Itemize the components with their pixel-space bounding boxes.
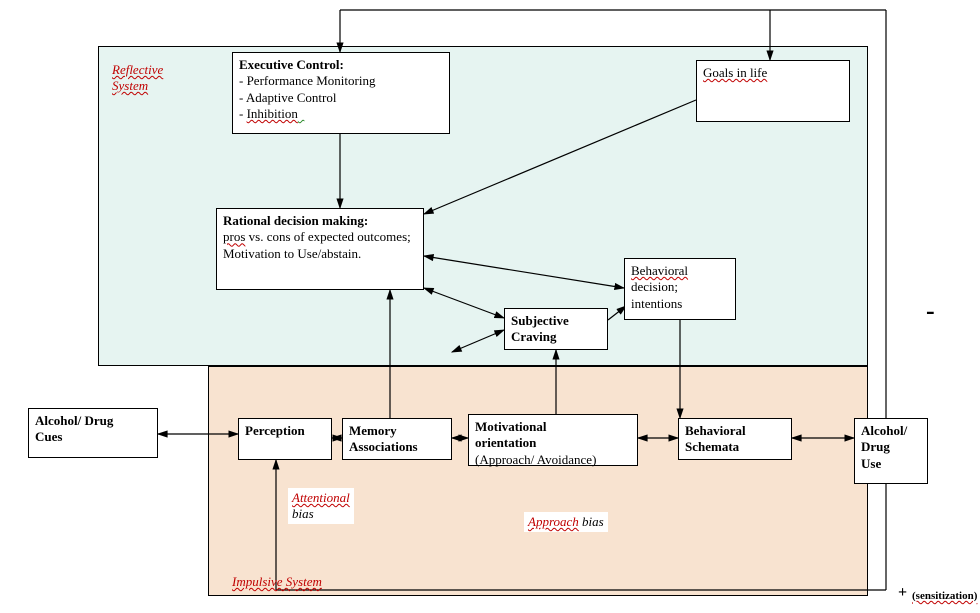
behavdec-line2: decision;: [631, 279, 678, 294]
schemata-line2: Schemata: [685, 439, 739, 454]
executive-control-box: Executive Control: - Performance Monitor…: [232, 52, 450, 134]
motiv-line1: Motivational: [475, 419, 547, 434]
behavdec-line1: Behavioral: [631, 263, 688, 278]
attentional-bias-label: Attentional bias: [288, 488, 354, 524]
schemata-box: Behavioral Schemata: [678, 418, 792, 460]
impulsive-system-region: [208, 366, 868, 596]
cues-line2: Cues: [35, 429, 62, 444]
behavdec-line3: intentions: [631, 296, 682, 311]
memory-box: Memory Associations: [342, 418, 452, 460]
goals-title: Goals in life: [703, 65, 767, 80]
sensitization-label: (sensitization): [912, 590, 977, 602]
motiv-line2: orientation: [475, 435, 536, 450]
rational-title: Rational decision making:: [223, 213, 368, 228]
executive-control-title: Executive Control:: [239, 57, 344, 72]
rational-decision-box: Rational decision making: pros vs. cons …: [216, 208, 424, 290]
rational-body: pros vs. cons of expected outcomes; Moti…: [223, 229, 411, 260]
plus-symbol: +: [898, 584, 907, 602]
behavioral-decision-box: Behavioral decision; intentions: [624, 258, 736, 320]
motivational-box: Motivational orientation (Approach/ Avoi…: [468, 414, 638, 466]
use-box: Alcohol/ Drug Use: [854, 418, 928, 484]
use-line2: Drug: [861, 439, 890, 454]
exec-item-2: - Adaptive Control: [239, 90, 337, 105]
impulsive-system-label: Impulsive System: [232, 574, 322, 590]
subjective-craving-box: Subjective Craving: [504, 308, 608, 350]
approach-bias-label: Approach bias: [524, 512, 608, 532]
use-line1: Alcohol/: [861, 423, 907, 438]
craving-line2: Craving: [511, 329, 557, 344]
perception-box: Perception: [238, 418, 332, 460]
reflective-system-label: Reflective System: [112, 62, 163, 94]
memory-line1: Memory: [349, 423, 397, 438]
cues-box: Alcohol/ Drug Cues: [28, 408, 158, 458]
diagram-canvas: Reflective System Impulsive System Execu…: [0, 0, 980, 613]
perception-title: Perception: [245, 423, 305, 438]
motiv-line3: (Approach/ Avoidance): [475, 452, 596, 467]
goals-box: Goals in life: [696, 60, 850, 122]
exec-item-1: - Performance Monitoring: [239, 73, 375, 88]
schemata-line1: Behavioral: [685, 423, 746, 438]
cues-line1: Alcohol/ Drug: [35, 413, 113, 428]
minus-symbol: -: [926, 296, 935, 326]
craving-line1: Subjective: [511, 313, 569, 328]
exec-item-3: - Inhibition: [239, 106, 304, 121]
memory-line2: Associations: [349, 439, 418, 454]
use-line3: Use: [861, 456, 881, 471]
